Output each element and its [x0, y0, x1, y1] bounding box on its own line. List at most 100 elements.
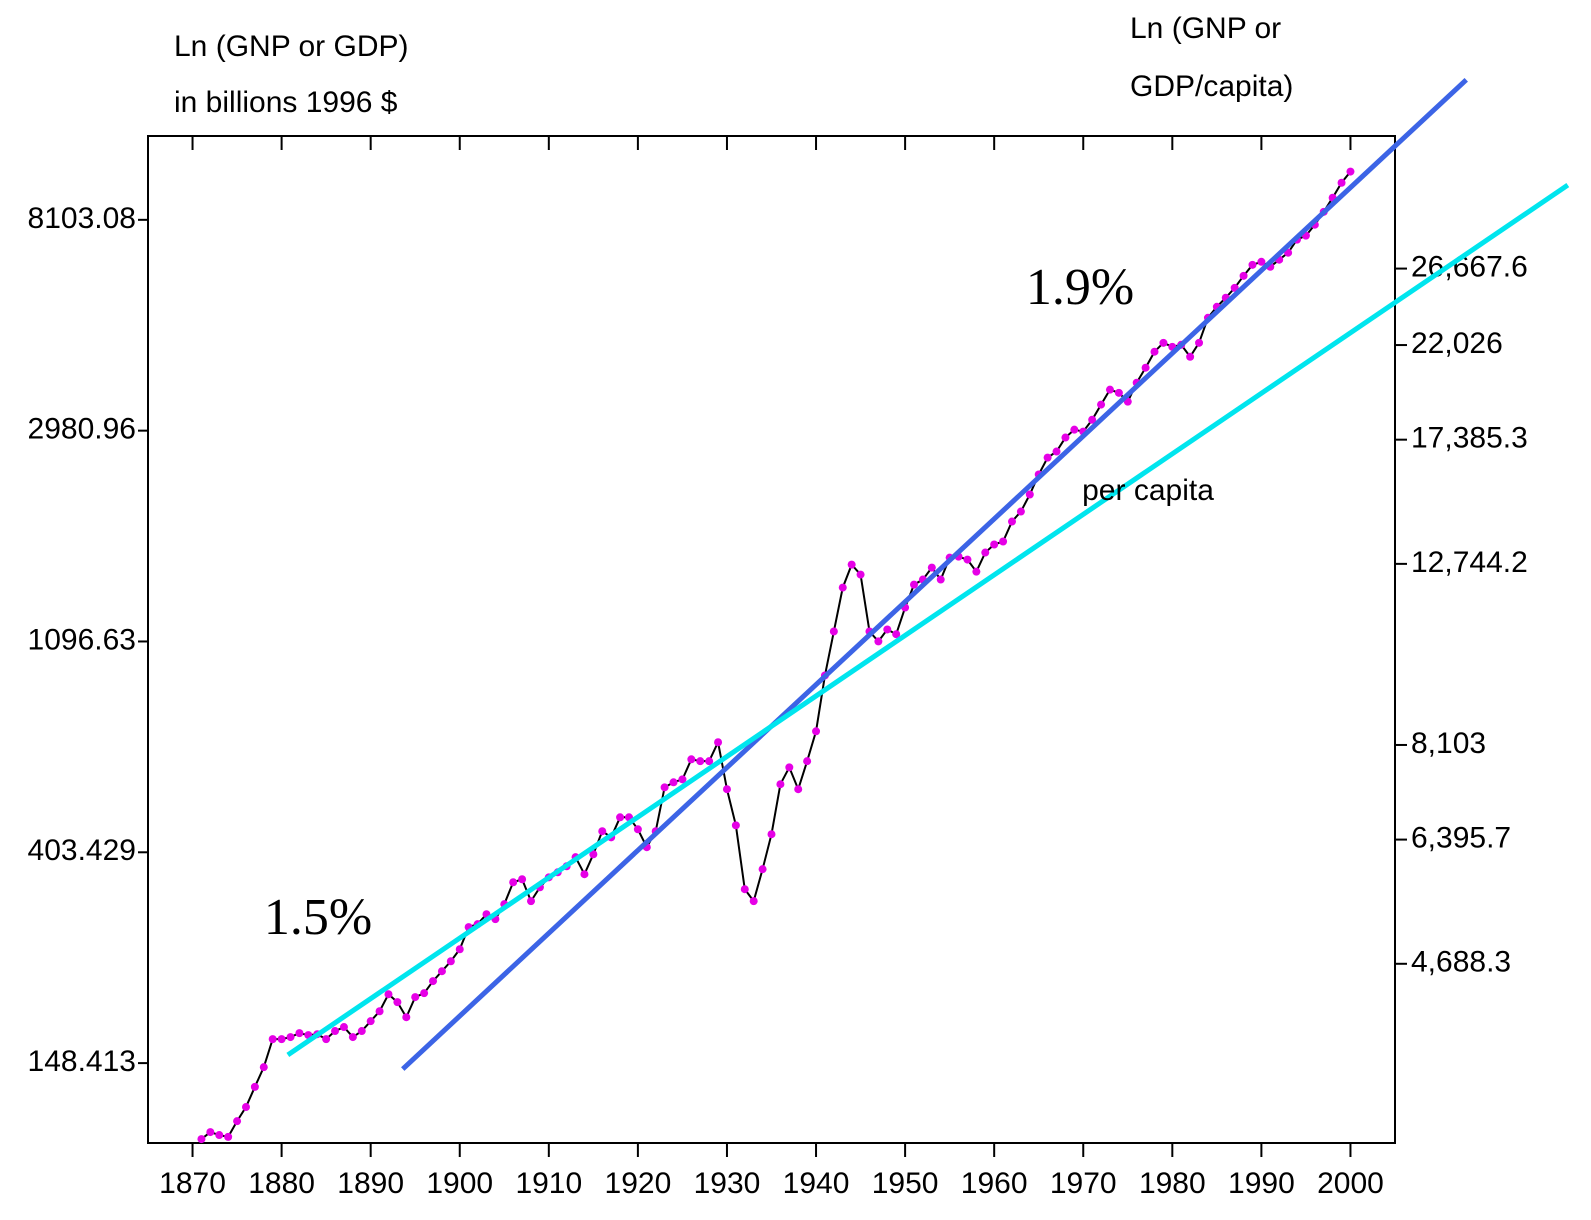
data-point: [277, 1035, 286, 1044]
x-tick-label: 1870: [159, 1167, 226, 1200]
data-point: [241, 1103, 250, 1112]
data-point: [616, 813, 625, 822]
data-point: [687, 755, 696, 764]
data-point: [1025, 490, 1034, 499]
data-line: [200, 170, 1352, 1140]
data-point: [295, 1029, 304, 1038]
data-point: [927, 563, 936, 572]
data-point: [740, 885, 749, 894]
data-point: [1239, 271, 1248, 280]
y-tick-label: 148.413: [28, 1045, 136, 1078]
data-point: [420, 989, 429, 998]
data-point: [402, 1013, 411, 1022]
data-point: [1230, 283, 1239, 292]
data-point: [990, 540, 999, 549]
data-point: [1007, 517, 1016, 526]
data-point: [286, 1033, 295, 1042]
data-point: [669, 778, 678, 787]
data-point: [250, 1082, 259, 1091]
data-point: [936, 575, 945, 584]
x-tick-label: 1900: [426, 1167, 493, 1200]
data-point: [856, 570, 865, 579]
data-point: [776, 780, 785, 789]
data-point: [1061, 433, 1070, 442]
data-point: [1097, 400, 1106, 409]
data-point: [767, 830, 776, 839]
data-point: [999, 537, 1008, 546]
y2-axis-label: GDP/capita): [1130, 70, 1293, 103]
data-point: [1114, 388, 1123, 397]
data-point: [455, 945, 464, 954]
y2-tick-label: 4,688.3: [1411, 946, 1511, 979]
data-point: [794, 785, 803, 794]
data-point: [509, 878, 518, 887]
data-point: [589, 850, 598, 859]
data-point: [1052, 447, 1061, 456]
data-point: [224, 1132, 233, 1141]
data-point: [598, 827, 607, 836]
y-axis-label: Ln (GNP or GDP): [174, 30, 409, 63]
x-tick-label: 1880: [248, 1167, 315, 1200]
y-tick-label: 8103.08: [28, 202, 136, 235]
data-point: [812, 727, 821, 736]
data-point: [696, 757, 705, 766]
y2-tick-label: 17,385.3: [1411, 422, 1528, 455]
data-point: [838, 583, 847, 592]
data-point: [1257, 257, 1266, 266]
x-tick-label: 1940: [783, 1167, 850, 1200]
y2-tick-label: 22,026: [1411, 327, 1503, 360]
data-point: [215, 1131, 224, 1140]
data-point: [803, 757, 812, 766]
data-point: [1016, 507, 1025, 516]
annotation: 1.5%: [264, 889, 372, 946]
x-tick-label: 1990: [1228, 1167, 1295, 1200]
annotation: per capita: [1082, 474, 1214, 507]
data-point: [411, 993, 420, 1002]
data-point: [366, 1017, 375, 1026]
data-point: [963, 555, 972, 564]
data-point: [785, 763, 794, 772]
data-point: [1105, 385, 1114, 394]
data-point: [1070, 425, 1079, 434]
data-point: [749, 897, 758, 906]
data-point: [233, 1117, 242, 1126]
data-point: [874, 637, 883, 646]
data-point: [437, 967, 446, 976]
data-point: [633, 825, 642, 834]
x-tick-label: 1970: [1050, 1167, 1117, 1200]
plot-frame: [147, 135, 1396, 1144]
trend-line: [286, 183, 1570, 1057]
data-point: [384, 990, 393, 999]
trend-line: [401, 78, 1468, 1071]
data-point: [322, 1035, 331, 1044]
data-point: [580, 870, 589, 879]
y2-tick-label: 6,395.7: [1411, 822, 1511, 855]
data-point: [1186, 352, 1195, 361]
data-point: [268, 1035, 277, 1044]
data-point: [892, 630, 901, 639]
x-tick-label: 1960: [961, 1167, 1028, 1200]
data-point: [705, 757, 714, 766]
data-point: [910, 580, 919, 589]
data-point: [758, 865, 767, 874]
x-tick-label: 1950: [872, 1167, 939, 1200]
x-tick-label: 2000: [1317, 1167, 1384, 1200]
x-tick-label: 1920: [605, 1167, 672, 1200]
data-point: [527, 897, 536, 906]
data-point: [722, 785, 731, 794]
data-point: [1346, 167, 1355, 176]
y-tick-label: 1096.63: [28, 623, 136, 656]
data-point: [197, 1135, 206, 1144]
data-point: [446, 957, 455, 966]
data-point: [1159, 338, 1168, 347]
x-tick-label: 1910: [515, 1167, 582, 1200]
data-point: [660, 783, 669, 792]
y-axis-label: in billions 1996 $: [174, 86, 398, 119]
annotation: 1.9%: [1026, 259, 1134, 316]
data-point: [1043, 453, 1052, 462]
data-point: [981, 548, 990, 557]
data-point: [972, 567, 981, 576]
data-point: [357, 1027, 366, 1036]
data-point: [259, 1063, 268, 1072]
